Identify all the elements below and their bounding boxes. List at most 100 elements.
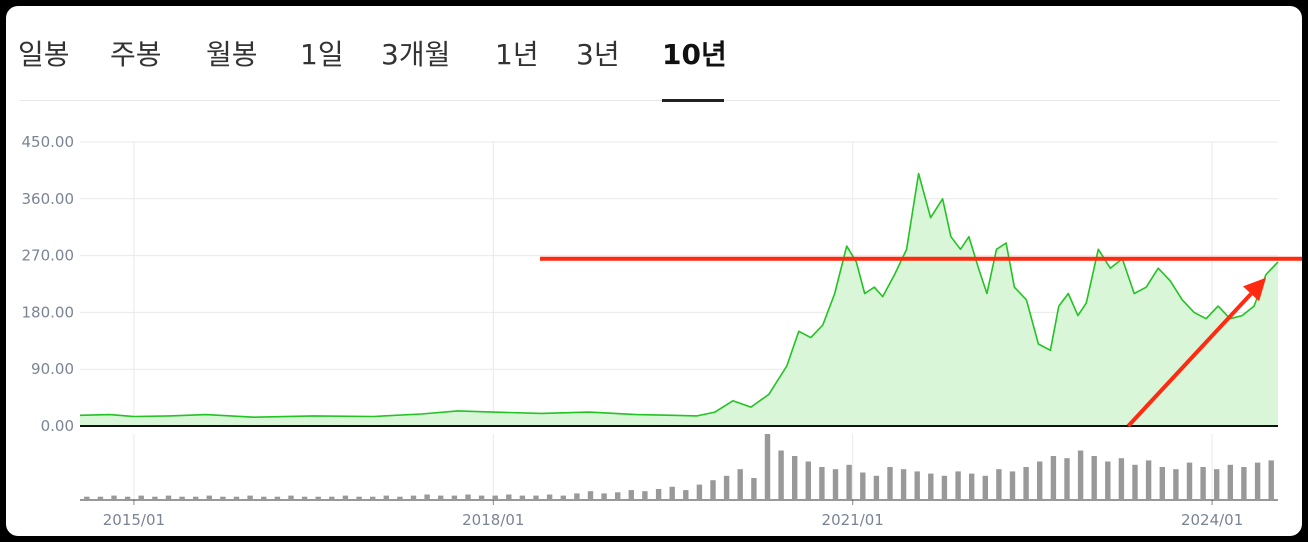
volume-bar	[683, 490, 689, 500]
volume-bar	[356, 496, 362, 500]
volume-bar	[574, 493, 580, 500]
volume-bar	[1064, 458, 1070, 500]
x-tick-label: 2015/01	[103, 511, 165, 529]
volume-bar	[370, 496, 376, 500]
tabs-divider	[20, 100, 1280, 101]
volume-bar	[233, 496, 240, 500]
volume-bar	[1241, 467, 1247, 500]
volume-bar	[982, 475, 988, 500]
volume-bar	[642, 491, 648, 500]
volume-bar	[424, 494, 430, 500]
annotation-arrow-head	[1242, 277, 1267, 302]
x-tick-label: 2021/01	[822, 511, 884, 529]
volume-bar	[873, 475, 880, 500]
volume-bar	[1145, 460, 1152, 500]
volume-bar	[138, 495, 144, 500]
x-tick-label: 2018/01	[462, 511, 524, 529]
volume-bar	[438, 495, 444, 500]
volume-bar	[1077, 450, 1084, 500]
volume-bar	[301, 496, 308, 500]
volume-bar	[832, 469, 839, 500]
volume-bar	[1037, 461, 1043, 500]
volume-bar	[941, 475, 948, 500]
volume-bar	[1159, 467, 1165, 500]
tab-3-years[interactable]: 3년	[576, 38, 620, 71]
volume-bar	[696, 484, 703, 500]
tab-10-years[interactable]: 10년	[662, 38, 727, 71]
volume-bar	[492, 495, 498, 500]
y-tick-label: 450.00	[22, 133, 75, 151]
volume-bar	[628, 490, 634, 500]
volume-bar	[465, 494, 471, 500]
volume-bar	[1173, 469, 1179, 500]
volume-bar	[805, 461, 811, 500]
volume-bar	[1009, 471, 1016, 500]
volume-bar	[451, 495, 458, 500]
volume-bar	[560, 495, 566, 500]
volume-bar	[764, 434, 771, 500]
volume-bar	[615, 492, 621, 500]
y-tick-label: 90.00	[31, 360, 74, 378]
volume-bar	[1227, 464, 1233, 500]
tab-3-months[interactable]: 3개월	[381, 38, 451, 71]
y-tick-label: 180.00	[22, 303, 75, 321]
volume-bar	[397, 496, 403, 500]
volume-bar	[1214, 469, 1220, 500]
volume-bar	[914, 471, 920, 500]
volume-bar	[710, 480, 716, 500]
volume-bar	[193, 496, 199, 500]
tab-1-year[interactable]: 1년	[495, 38, 539, 71]
volume-bar	[655, 489, 662, 500]
volume-bar	[179, 496, 185, 500]
volume-bar	[546, 494, 553, 500]
volume-bar	[124, 496, 131, 500]
y-tick-label: 360.00	[22, 190, 75, 208]
volume-bar	[329, 496, 335, 500]
tab-weekly[interactable]: 주봉	[110, 38, 162, 71]
volume-bar	[165, 495, 172, 500]
volume-bar	[111, 495, 117, 500]
volume-bar	[587, 491, 594, 500]
volume-bar	[1268, 460, 1274, 500]
volume-bar	[288, 495, 294, 500]
volume-bar	[1050, 456, 1057, 500]
volume-bar	[261, 496, 267, 500]
period-tabs: 일봉 주봉 월봉 1일 3개월 1년 3년 10년	[6, 6, 1302, 106]
volume-bar	[900, 469, 907, 500]
volume-bar	[819, 467, 825, 500]
volume-bar	[996, 469, 1002, 500]
volume-bar	[519, 495, 526, 500]
volume-bar	[84, 496, 90, 500]
volume-bar	[342, 495, 349, 500]
volume-bar	[220, 496, 226, 500]
volume-bar	[846, 464, 852, 500]
volume-bar	[751, 478, 757, 500]
active-tab-indicator	[662, 99, 724, 102]
volume-bar	[206, 495, 212, 500]
volume-bar	[601, 493, 607, 500]
volume-bar	[887, 467, 893, 500]
y-tick-label: 270.00	[22, 247, 75, 265]
volume-bar	[1118, 458, 1125, 500]
volume-bar	[860, 472, 866, 500]
chart-panel: 일봉 주봉 월봉 1일 3개월 1년 3년 10년 450.00 360.00 27…	[6, 6, 1302, 536]
tab-daily[interactable]: 일봉	[18, 38, 70, 71]
tab-1-day[interactable]: 1일	[300, 38, 344, 71]
volume-bar	[1186, 462, 1193, 500]
price-area	[80, 173, 1278, 426]
volume-bar	[969, 473, 975, 500]
volume-bar	[247, 495, 253, 500]
price-chart: 450.00 360.00 270.00 180.00 90.00 0.00 2015/01…	[22, 133, 1302, 529]
volume-bar	[152, 496, 158, 500]
annotation-arrow-shaft	[1126, 292, 1253, 428]
volume-bar	[955, 471, 961, 500]
volume-bar	[669, 486, 675, 500]
volume-bar	[533, 495, 539, 500]
volume-bar	[1023, 467, 1029, 500]
volume-bar	[506, 494, 512, 500]
x-tick-label: 2024/01	[1181, 511, 1243, 529]
volume-bar	[737, 469, 743, 500]
volume-bar	[410, 495, 417, 500]
tab-monthly[interactable]: 월봉	[206, 38, 258, 71]
y-tick-label: 0.00	[41, 417, 74, 435]
